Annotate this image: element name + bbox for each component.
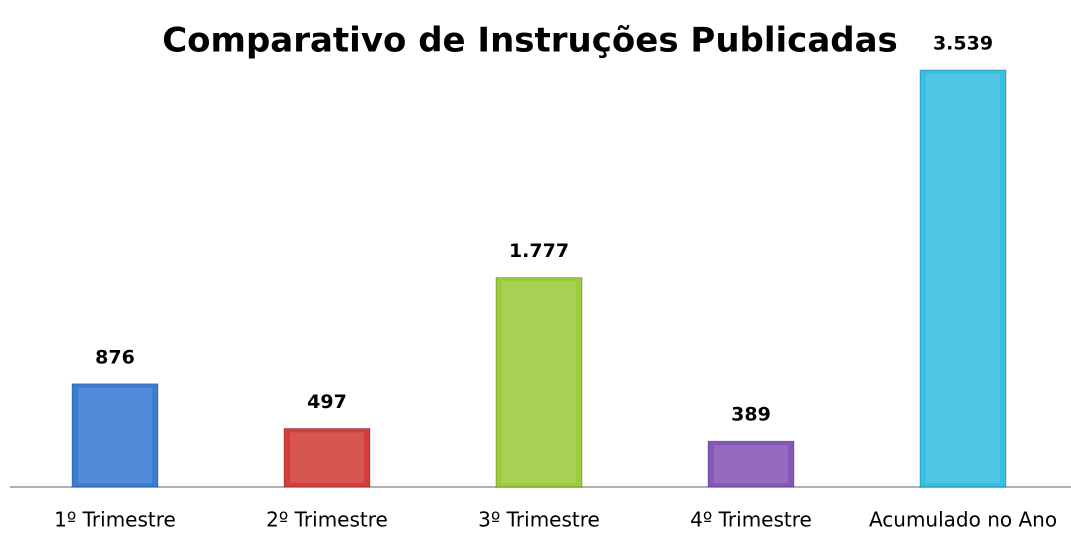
bar [919,69,1007,488]
bar-shine [290,432,364,483]
x-tick-label: 2º Trimestre [266,508,388,532]
bar [495,277,583,488]
value-label: 1.777 [509,240,569,262]
x-tick-label: Acumulado no Ano [869,508,1057,532]
bar-shine [78,387,152,483]
value-label: 389 [731,404,771,426]
value-label: 3.539 [933,33,993,55]
value-label: 876 [95,346,135,368]
bar [707,440,795,488]
x-tick-label: 4º Trimestre [690,508,812,532]
bar-shine [926,74,1000,483]
value-label: 497 [307,391,347,413]
x-tick-label: 3º Trimestre [478,508,600,532]
bar-shine [502,281,576,483]
chart-title: Comparativo de Instruções Publicadas [162,21,898,61]
bar-shine [714,445,788,483]
bar [283,427,371,488]
bar [71,383,159,488]
x-tick-label: 1º Trimestre [54,508,176,532]
